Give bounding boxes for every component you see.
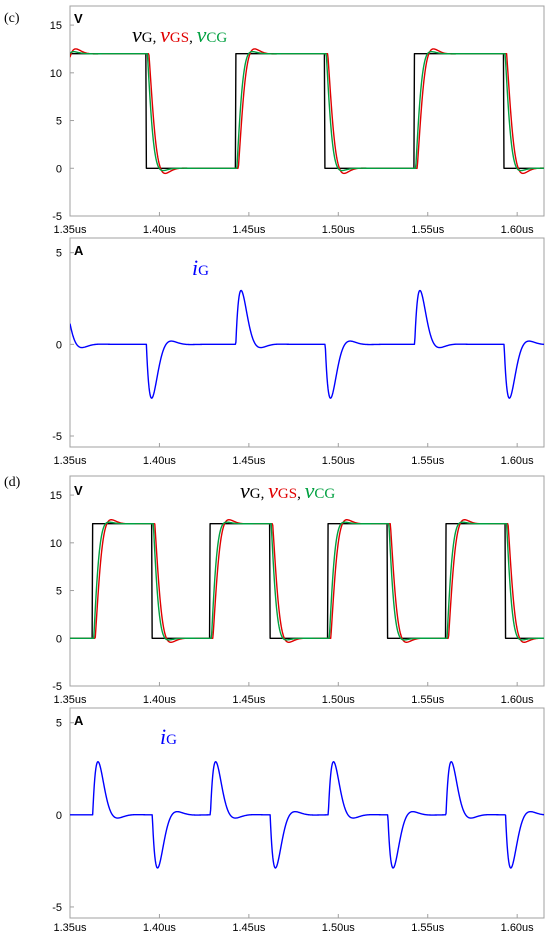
legend-entry-symbol: v (240, 478, 250, 503)
legend-entry-symbol: v (197, 22, 207, 47)
plot-frame (69, 5, 545, 217)
y-tick-label: 5 (56, 718, 62, 730)
legend-entry-symbol: v (132, 22, 142, 47)
y-tick-label: 0 (56, 163, 62, 175)
unit-label: V (74, 483, 83, 498)
legend-separator: , (297, 486, 305, 502)
y-tick-label: 5 (56, 586, 62, 598)
legend-entry-subscript: G (166, 732, 177, 748)
plot-frame (69, 707, 545, 919)
chart-panel-2: 5 0 -5 1.35us 1.40us 1.45us 1.50us 1.55us 1.60us… (52, 237, 545, 467)
x-tick-label: 1.35us (53, 224, 87, 236)
y-tick-label: 5 (56, 248, 62, 260)
legend-entry-subscript: G (142, 30, 153, 46)
unit-label: A (74, 243, 84, 258)
y-tick-label: 10 (50, 68, 62, 80)
series-vg-line (70, 523, 544, 639)
x-tick-label: 1.50us (322, 922, 356, 934)
y-tick-label: -5 (52, 681, 62, 693)
legend-entry-symbol: i (160, 724, 166, 749)
legend-entry-subscript: GS (170, 30, 189, 46)
legend-entry-symbol: v (305, 478, 315, 503)
plot-frame (69, 237, 545, 448)
y-tick-label: -5 (52, 211, 62, 223)
series-vgs-line (70, 48, 544, 175)
chart-panel-3: 15 10 5 0 -51.35us 1.40us 1.45us 1.50us 1.55us 1.… (4, 475, 545, 706)
x-tick-label: 1.45us (232, 922, 266, 934)
y-tick-label: 15 (50, 490, 62, 502)
legend-entry-subscript: CG (314, 486, 335, 502)
series-ig-line (70, 760, 544, 869)
y-tick-label: -5 (52, 431, 62, 443)
chart-panel-4: 5 0 -5 1.35us 1.40us 1.45us 1.50us 1.55us 1.60us… (52, 707, 545, 934)
y-tick-label: -5 (52, 902, 62, 914)
y-tick-label: 0 (56, 339, 62, 351)
x-tick-label: 1.45us (232, 694, 266, 706)
unit-label: V (74, 11, 83, 26)
legend: iG (192, 255, 209, 280)
legend-separator: , (189, 30, 197, 46)
x-tick-label: 1.60us (501, 455, 535, 467)
x-tick-label: 1.55us (411, 694, 445, 706)
legend-entry-subscript: GS (278, 486, 297, 502)
y-tick-label: 15 (50, 20, 62, 32)
legend-entry-subscript: G (250, 486, 261, 502)
x-tick-label: 1.55us (411, 455, 445, 467)
legend-entry-subscript: CG (206, 30, 227, 46)
legend-entry-subscript: G (198, 263, 209, 279)
x-tick-label: 1.40us (143, 224, 177, 236)
x-tick-label: 1.45us (232, 224, 266, 236)
legend-separator: , (153, 30, 161, 46)
x-tick-label: 1.35us (53, 694, 87, 706)
panel-label: (c) (4, 11, 20, 26)
panel-label: (d) (4, 475, 21, 490)
x-tick-label: 1.50us (322, 455, 356, 467)
chart-panel-1: 15 10 5 0 -51.35us 1.40us 1.45us 1.50us 1.55us 1.… (4, 5, 545, 236)
x-tick-label: 1.50us (322, 694, 356, 706)
legend: iG (160, 724, 177, 749)
x-tick-label: 1.35us (53, 455, 87, 467)
x-tick-label: 1.55us (411, 922, 445, 934)
series-ig-line (70, 289, 544, 399)
x-tick-label: 1.60us (501, 224, 535, 236)
legend: vG, vGS, vCG (132, 22, 227, 47)
y-tick-label: 5 (56, 116, 62, 128)
legend-entry-symbol: v (268, 478, 278, 503)
plot-frame (69, 475, 545, 687)
legend: vG, vGS, vCG (240, 478, 335, 503)
x-tick-label: 1.60us (501, 922, 535, 934)
x-tick-label: 1.55us (411, 224, 445, 236)
y-tick-label: 10 (50, 538, 62, 550)
unit-label: A (74, 713, 84, 728)
x-tick-label: 1.35us (53, 922, 87, 934)
x-tick-label: 1.50us (322, 224, 356, 236)
legend-entry-symbol: i (192, 255, 198, 280)
legend-entry-symbol: v (160, 22, 170, 47)
series-vcg-line (70, 50, 544, 172)
x-tick-label: 1.40us (143, 694, 177, 706)
series-vg-line (70, 53, 544, 169)
y-tick-label: 0 (56, 633, 62, 645)
x-tick-label: 1.60us (501, 694, 535, 706)
y-tick-label: 0 (56, 810, 62, 822)
series-vcg-line (70, 521, 544, 641)
x-tick-label: 1.40us (143, 455, 177, 467)
series-vgs-line (70, 519, 544, 643)
x-tick-label: 1.45us (232, 455, 266, 467)
legend-separator: , (261, 486, 269, 502)
x-tick-label: 1.40us (143, 922, 177, 934)
